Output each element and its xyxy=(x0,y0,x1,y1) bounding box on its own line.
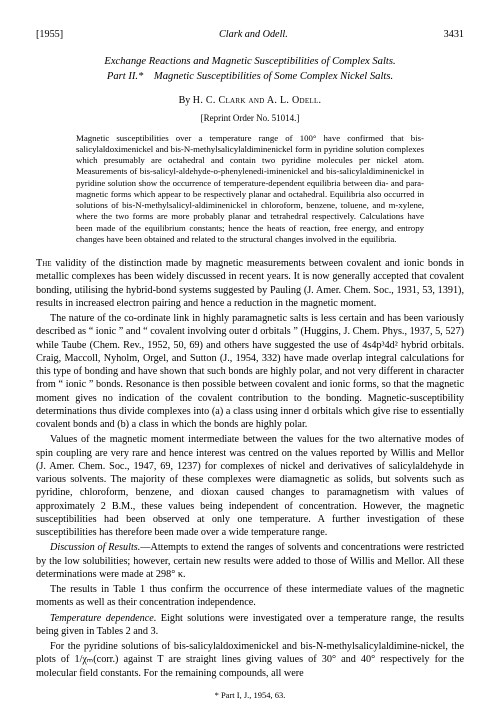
paragraph-2: The nature of the co-ordinate link in hi… xyxy=(36,312,464,431)
p6-heading: Temperature dependence. xyxy=(50,613,156,624)
title-line-2: Part II.* Magnetic Susceptibilities of S… xyxy=(50,70,450,84)
title-line-1: Exchange Reactions and Magnetic Suscepti… xyxy=(50,55,450,69)
paragraph-4: Discussion of Results.—Attempts to exten… xyxy=(36,541,464,581)
paragraph-3: Values of the magnetic moment intermedia… xyxy=(36,433,464,539)
p1-text: validity of the distinction made by magn… xyxy=(36,258,464,309)
paragraph-6: Temperature dependence. Eight solutions … xyxy=(36,612,464,639)
footnote: * Part I, J., 1954, 63. xyxy=(36,690,464,701)
abstract: Magnetic susceptibilities over a tempera… xyxy=(76,133,424,246)
body-text: The validity of the distinction made by … xyxy=(36,257,464,680)
paragraph-7: For the pyridine solutions of bis-salicy… xyxy=(36,640,464,680)
paragraph-1: The validity of the distinction made by … xyxy=(36,257,464,310)
year: [1955] xyxy=(36,28,63,41)
p4-heading: Discussion of Results. xyxy=(50,542,140,553)
running-head: Clark and Odell. xyxy=(219,28,288,41)
byline: By H. C. Clark and A. L. Odell. xyxy=(36,94,464,107)
byline-authors: H. C. Clark and A. L. Odell. xyxy=(193,95,322,106)
article-title: Exchange Reactions and Magnetic Suscepti… xyxy=(50,55,450,84)
abstract-text: Magnetic susceptibilities over a tempera… xyxy=(76,133,424,244)
byline-prefix: By xyxy=(179,95,193,106)
reprint-order: [Reprint Order No. 51014.] xyxy=(36,113,464,125)
page-header: [1955] Clark and Odell. 3431 xyxy=(36,28,464,41)
paragraph-5: The results in Table 1 thus confirm the … xyxy=(36,583,464,610)
page-number: 3431 xyxy=(444,28,464,41)
